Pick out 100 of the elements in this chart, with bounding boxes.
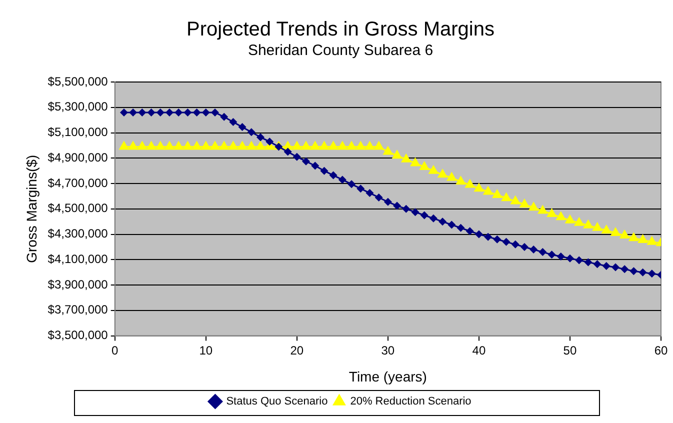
point [356,184,365,193]
point [173,140,184,150]
point [556,211,566,220]
point [620,265,629,274]
point [456,176,466,185]
legend-label: 20% Reduction Scenario [350,396,472,408]
point [574,216,584,226]
point [210,140,220,150]
point [256,133,264,142]
point [474,230,483,238]
chart-title: Projected Trends in Gross Margins [186,18,494,41]
point [610,227,621,236]
point [146,140,156,150]
point [601,224,612,234]
point [584,258,592,266]
point [364,140,375,150]
point [337,140,348,150]
point [519,198,530,208]
point [348,180,356,188]
point [566,254,574,262]
point [411,208,420,216]
x-tick-label: 20 [290,343,304,358]
point [530,246,538,254]
point [484,232,492,241]
point [310,140,320,150]
chart-subtitle: Sheridan County Subarea 6 [248,42,434,60]
point [228,140,238,150]
point [355,140,366,150]
y-tick-label: $4,500,000 [48,201,108,216]
point [648,270,656,278]
point [501,192,512,202]
point [646,236,658,245]
point [446,172,457,181]
point [511,240,520,248]
point [319,140,330,150]
point [374,140,384,150]
point [138,108,146,116]
point [464,178,476,188]
point [628,232,639,242]
point [346,140,357,150]
point [129,108,138,116]
point [537,204,548,214]
y-tick-label: $4,900,000 [48,150,108,164]
y-tick-label: $5,500,000 [48,74,108,88]
point [156,108,164,116]
point [192,108,201,116]
x-tick-label: 40 [472,343,486,358]
point [402,204,410,213]
x-axis-title: Time (years) [348,368,427,384]
point [292,152,301,161]
point [229,118,238,126]
point [593,260,602,268]
point [120,108,128,116]
point [255,140,266,150]
point [202,108,210,116]
point [630,267,638,276]
point [546,208,557,217]
y-tick-label: $3,500,000 [48,328,108,342]
point [400,153,412,162]
x-tick-label: 0 [112,343,119,358]
point [466,227,474,236]
point [320,166,328,175]
point [184,108,192,116]
y-tick-label: $3,900,000 [48,277,108,292]
point [284,148,292,156]
y-tick-label: $3,700,000 [48,302,108,317]
y-tick-label: $4,300,000 [48,226,108,241]
point [619,230,630,239]
point [218,140,230,150]
point [638,234,648,243]
y-tick-label: $5,100,000 [48,125,108,140]
point [366,189,374,198]
x-tick-label: 50 [563,343,577,358]
point [338,176,346,184]
point [210,108,219,116]
y-tick-label: $4,700,000 [48,176,108,190]
point [592,222,602,231]
point [410,157,420,166]
point [247,128,256,136]
point [164,140,175,150]
point [266,138,274,146]
point [474,182,484,192]
point [564,214,576,224]
point [448,220,456,229]
point [428,164,439,174]
point [438,218,447,226]
point [118,140,130,150]
point [538,248,547,256]
point [548,250,556,259]
y-tick-label: $5,300,000 [48,100,108,114]
point [384,198,392,206]
x-tick-label: 10 [199,343,213,358]
point [136,140,148,150]
y-tick-label: $4,100,000 [48,252,108,266]
x-tick-label: 30 [381,343,395,358]
point [147,108,156,116]
point [311,162,320,170]
point [328,140,339,150]
point [174,108,183,116]
point [582,219,594,228]
